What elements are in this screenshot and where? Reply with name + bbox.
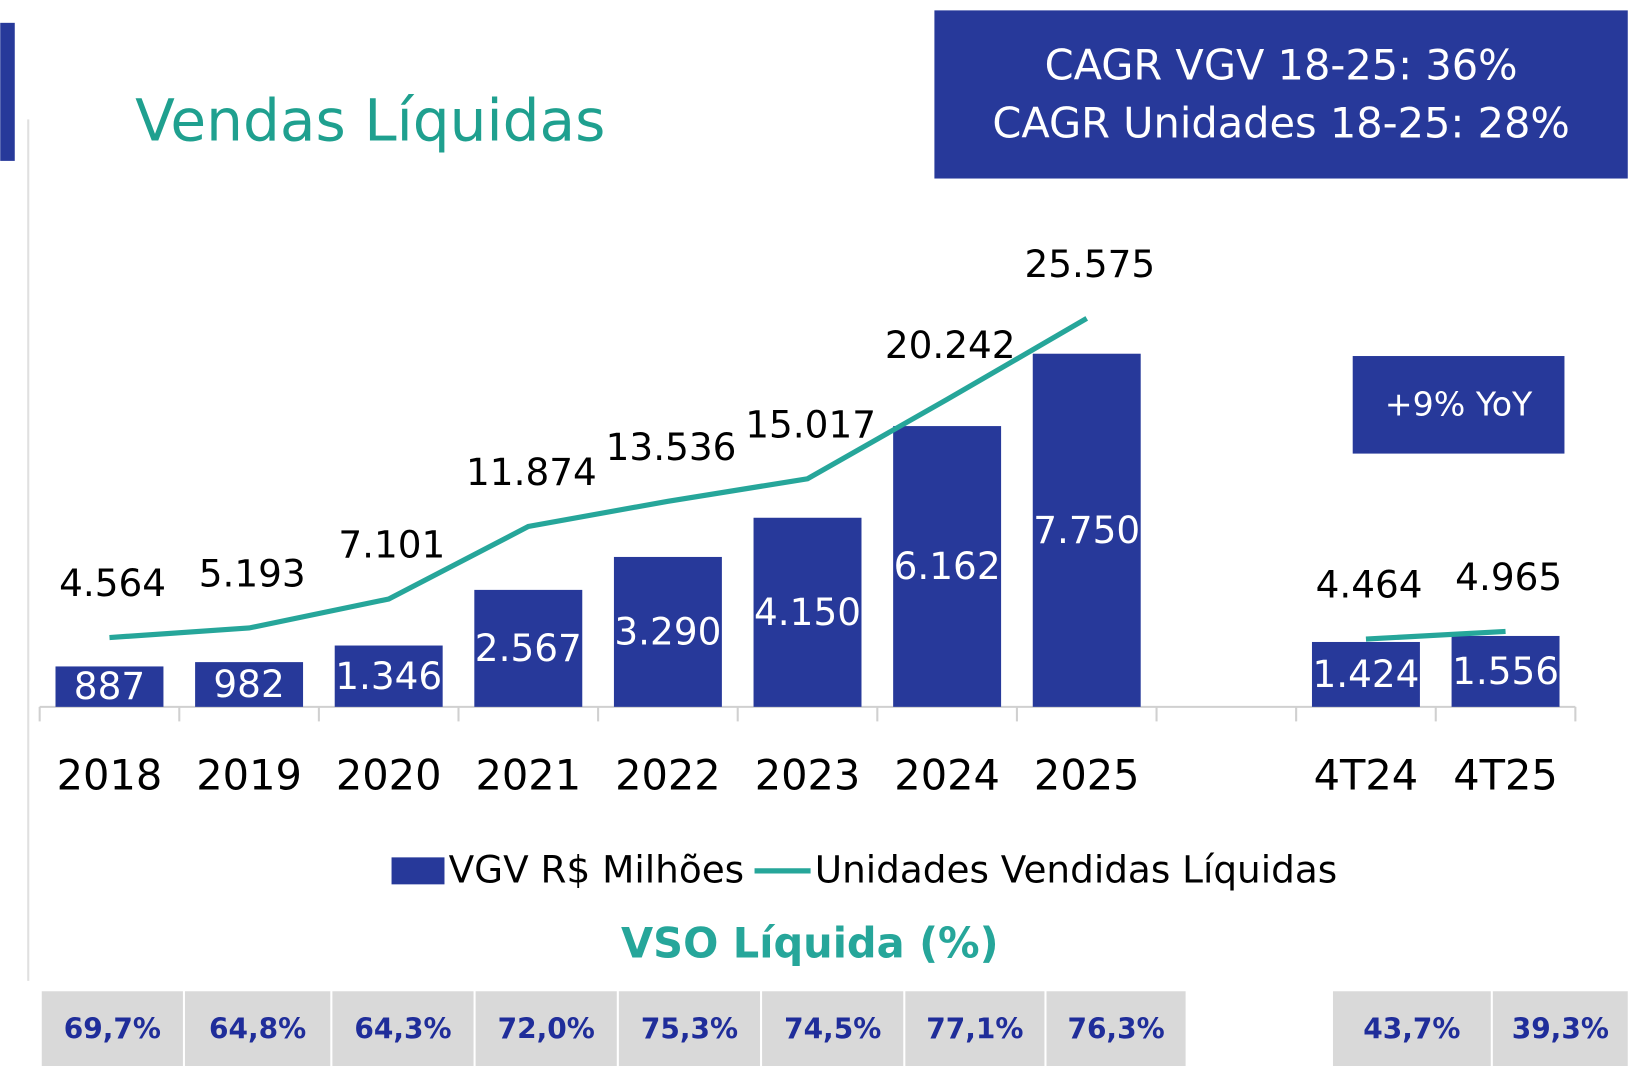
- bar-value-label: 4.150: [754, 590, 861, 634]
- bar: [613, 556, 722, 707]
- vso-cell: [1492, 991, 1628, 1066]
- annotation: CAGR Unidades 18-25: 28%: [992, 99, 1569, 148]
- x-tick-label: 4T25: [1453, 750, 1558, 799]
- bar-value-label: 982: [213, 662, 284, 706]
- bar: [1032, 353, 1141, 707]
- bar: [1311, 641, 1420, 707]
- vso-cell: [475, 991, 617, 1066]
- bar: [893, 426, 1002, 707]
- line-value-label: 20.242: [885, 323, 1016, 367]
- vso-cell: [1332, 991, 1491, 1066]
- line-value-label: 4.564: [59, 561, 166, 605]
- line: [109, 316, 1089, 641]
- bar-value-label: 1.424: [1312, 652, 1419, 696]
- bar: [1451, 635, 1560, 707]
- line: [1365, 628, 1506, 642]
- annotation: +9% YoY: [1385, 384, 1533, 423]
- vso-value: 76,3%: [1067, 1013, 1164, 1046]
- legend-label: VGV R$ Milhões: [449, 847, 745, 891]
- bar: [334, 645, 443, 707]
- bar-value-label: 1.346: [335, 654, 442, 698]
- x-tick-label: 2020: [336, 750, 442, 799]
- cagr-box: [934, 10, 1628, 179]
- legend-label: Unidades Vendidas Líquidas: [815, 847, 1337, 891]
- x-tick-label: 2025: [1034, 750, 1140, 799]
- bar-value-label: 2.567: [475, 626, 582, 670]
- legend-swatch: [391, 857, 445, 885]
- x-tick-label: 2023: [755, 750, 861, 799]
- annotation: CAGR VGV 18-25: 36%: [1045, 41, 1518, 90]
- bar-value-label: 6.162: [894, 544, 1001, 588]
- bar-value-label: 1.556: [1452, 649, 1559, 693]
- vso-cell: [332, 991, 474, 1066]
- vso-value: 74,5%: [784, 1013, 881, 1046]
- vso-cell: [762, 991, 904, 1066]
- line-value-label: 7.101: [338, 523, 445, 567]
- bar: [55, 666, 164, 707]
- line-value-label: 5.193: [199, 552, 306, 596]
- vso-value: 39,3%: [1512, 1013, 1609, 1046]
- vso-value: 77,1%: [926, 1013, 1023, 1046]
- x-tick-label: 2022: [615, 750, 721, 799]
- bar: [195, 662, 304, 707]
- x-tick-label: 2018: [57, 750, 163, 799]
- vso-cell: [41, 991, 183, 1066]
- vso-cell: [618, 991, 761, 1066]
- chart-title: Vendas Líquidas: [135, 87, 605, 155]
- line-value-label: 4.965: [1455, 555, 1562, 599]
- vso-value: 64,3%: [354, 1013, 451, 1046]
- vso-title: VSO Líquida (%): [621, 919, 999, 968]
- bar: [753, 517, 862, 707]
- side-accent: [0, 22, 15, 161]
- line-value-label: 4.464: [1316, 563, 1423, 607]
- vso-cell: [184, 991, 331, 1066]
- x-tick-label: 2019: [196, 750, 302, 799]
- vso-value: 72,0%: [498, 1013, 595, 1046]
- vso-value: 64,8%: [209, 1013, 306, 1046]
- vso-value: 75,3%: [641, 1013, 738, 1046]
- bar-value-label: 887: [74, 664, 145, 708]
- bar: [474, 589, 583, 707]
- line-value-label: 15.017: [745, 402, 876, 446]
- line-value-label: 13.536: [606, 425, 737, 469]
- line-value-label: 25.575: [1024, 242, 1155, 286]
- vso-cell: [1046, 991, 1186, 1066]
- bar-value-label: 3.290: [614, 609, 721, 653]
- vso-value: 43,7%: [1363, 1013, 1460, 1046]
- vso-cell: [905, 991, 1045, 1066]
- x-tick-label: 2024: [894, 750, 1000, 799]
- vso-value: 69,7%: [64, 1013, 161, 1046]
- line-value-label: 11.874: [466, 450, 597, 494]
- bar-value-label: 7.750: [1033, 508, 1140, 552]
- yoy-box: [1352, 356, 1565, 454]
- x-tick-label: 2021: [475, 750, 581, 799]
- x-tick-label: 4T24: [1314, 750, 1419, 799]
